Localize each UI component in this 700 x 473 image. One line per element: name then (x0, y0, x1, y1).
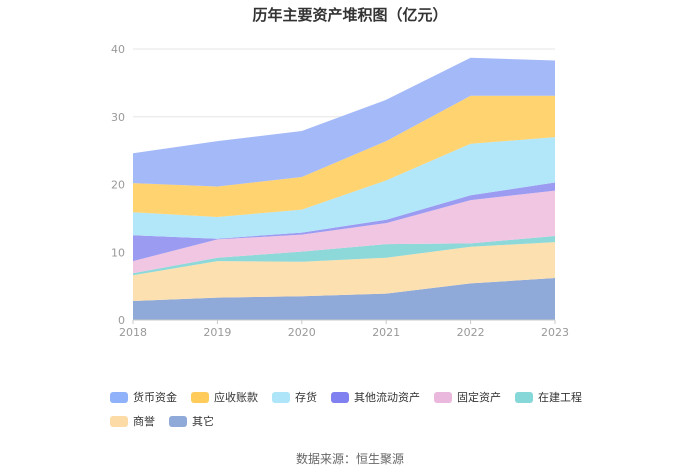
y-tick-label: 20 (111, 179, 125, 192)
legend-label: 其他流动资产 (354, 391, 420, 404)
legend-swatch (272, 391, 290, 403)
legend-label: 其它 (192, 415, 214, 428)
legend-swatch (169, 415, 187, 427)
x-tick-label: 2023 (541, 326, 569, 339)
legend: 货币资金 应收账款 存货 其他流动资产 固定资产 在建工程商誉 其它 (110, 389, 630, 429)
legend-swatch (331, 391, 349, 403)
legend-item[interactable]: 其他流动资产 (331, 389, 420, 405)
legend-item[interactable]: 货币资金 (110, 389, 177, 405)
area-series-0 (133, 278, 555, 320)
axis-layer: 0 10 20 30 40 2018 2019 2020 2021 2022 2023 (111, 43, 569, 339)
legend-item[interactable]: 固定资产 (434, 389, 501, 405)
area-series-7 (133, 57, 555, 187)
legend-swatch (515, 391, 533, 403)
y-tick-label: 0 (118, 314, 125, 327)
stacked-area-chart: 0 10 20 30 40 2018 2019 2020 2021 2022 2023 (111, 43, 569, 339)
area-series-layer (133, 57, 555, 320)
legend-swatch (110, 391, 128, 403)
legend-label: 存货 (295, 391, 317, 404)
source-note: 数据来源：恒生聚源 (295, 452, 404, 466)
area-series-5 (133, 137, 555, 239)
legend-label: 固定资产 (457, 391, 501, 404)
legend-item[interactable]: 商誉 (110, 413, 155, 429)
legend-swatch (434, 391, 452, 403)
legend-item[interactable]: 在建工程 (515, 389, 582, 405)
area-series-1 (133, 242, 555, 301)
legend-item[interactable]: 应收账款 (191, 389, 258, 405)
x-tick-label: 2021 (372, 326, 400, 339)
legend-label: 在建工程 (538, 391, 582, 404)
legend-item[interactable]: 存货 (272, 389, 317, 405)
x-tick-label: 2018 (119, 326, 147, 339)
x-tick-label: 2019 (203, 326, 231, 339)
legend-swatch (191, 391, 209, 403)
area-series-4 (133, 182, 555, 262)
legend-label: 商誉 (133, 415, 155, 428)
x-tick-label: 2022 (457, 326, 485, 339)
area-series-6 (133, 95, 555, 217)
chart-title: 历年主要资产堆积图（亿元） (252, 6, 448, 24)
legend-item[interactable]: 其它 (169, 413, 214, 429)
y-tick-label: 40 (111, 43, 125, 56)
legend-label: 应收账款 (214, 391, 258, 404)
area-series-3 (133, 190, 555, 274)
legend-swatch (110, 415, 128, 427)
area-series-2 (133, 236, 555, 276)
y-tick-label: 10 (111, 246, 125, 259)
y-tick-label: 30 (111, 111, 125, 124)
legend-label: 货币资金 (133, 391, 177, 404)
x-tick-label: 2020 (288, 326, 316, 339)
